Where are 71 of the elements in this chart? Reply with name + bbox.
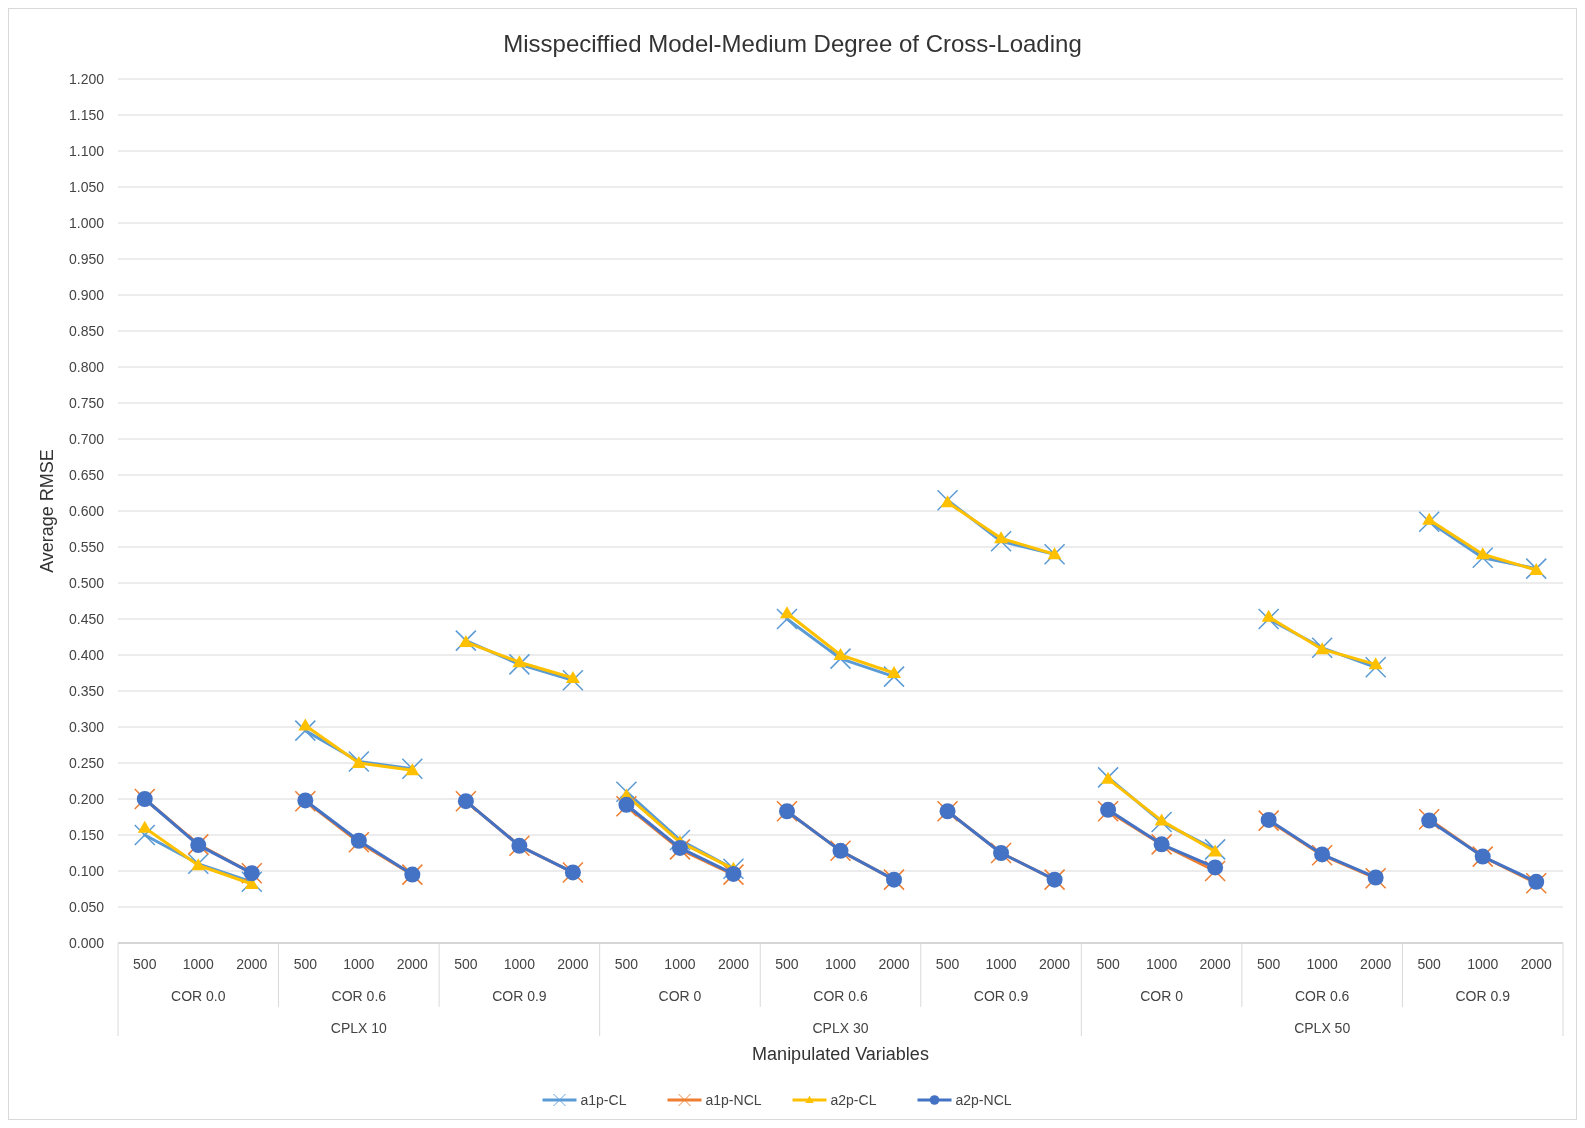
x-tick-label: 2000 xyxy=(396,956,429,972)
x-tick-label: 1000 xyxy=(1146,956,1178,972)
x-tick-label: 500 xyxy=(1096,956,1120,972)
y-tick-label: 0.400 xyxy=(68,646,105,663)
y-tick-label: 0.150 xyxy=(68,826,105,843)
y-tick-label: 0.750 xyxy=(68,394,105,411)
x-tick-label: 500 xyxy=(454,956,478,972)
y-tick-label: 0.850 xyxy=(68,322,105,339)
text: COR 0.6 xyxy=(813,988,868,1004)
x-tick-label: 1000 xyxy=(1467,956,1499,972)
x-tick-label: 2000 xyxy=(1360,956,1392,972)
x-tick-label: 1000 xyxy=(503,956,536,972)
x-tick-label: 500 xyxy=(133,956,157,972)
y-tick-label: 0.200 xyxy=(68,790,105,807)
x-tick-label: 2000 xyxy=(557,956,589,972)
legend-label: a2p-CL xyxy=(830,1091,877,1108)
y-tick-label: 0.900 xyxy=(68,286,105,303)
text: COR 0 xyxy=(658,988,702,1004)
y-tick-label: 1.000 xyxy=(68,214,105,231)
legend-label: a1p-CL xyxy=(580,1091,627,1108)
y-tick-label: 0.350 xyxy=(68,682,105,699)
x-tick-label: 1000 xyxy=(985,956,1017,972)
x-tick-label: 1000 xyxy=(343,956,375,972)
text: CPLX 30 xyxy=(812,1020,869,1036)
y-tick-label: 1.150 xyxy=(68,106,105,123)
text: CPLX 50 xyxy=(1294,1020,1351,1036)
y-tick-label: 0.550 xyxy=(68,538,105,555)
y-axis-title: Average RMSE xyxy=(37,449,57,573)
y-tick-label: 0.650 xyxy=(68,466,105,483)
y-tick-label: 0.600 xyxy=(68,502,105,519)
y-tick-label: 0.700 xyxy=(68,430,105,447)
y-tick-label: 0.450 xyxy=(68,610,105,627)
y-tick-label: 1.200 xyxy=(68,70,105,87)
y-tick-label: 0.300 xyxy=(68,718,105,735)
x-tick-label: 500 xyxy=(614,956,639,972)
x-tick-label: 2000 xyxy=(1199,956,1231,972)
x-tick-label: 2000 xyxy=(1520,956,1553,972)
x-tick-label: 1000 xyxy=(182,956,215,972)
y-tick-label: 0.250 xyxy=(68,754,105,771)
y-tick-label: 0.050 xyxy=(68,898,105,915)
text: COR 0.6 xyxy=(331,988,387,1004)
text: COR 0 xyxy=(1140,988,1184,1004)
x-tick-label: 1000 xyxy=(824,956,857,972)
text: COR 0.6 xyxy=(1294,988,1350,1004)
y-tick-label: 0.500 xyxy=(68,574,105,591)
y-tick-label: 0.100 xyxy=(68,862,105,879)
x-tick-label: 2000 xyxy=(717,956,750,972)
text: COR 0.9 xyxy=(973,988,1029,1004)
chart-title: Misspeciffied Model-Medium Degree of Cross-Loading xyxy=(503,30,1082,57)
y-tick-label: 0.000 xyxy=(68,934,105,951)
x-tick-label: 500 xyxy=(775,956,799,972)
text: COR 0.9 xyxy=(492,988,547,1004)
y-tick-label: 0.800 xyxy=(68,358,105,375)
legend-label: a2p-NCL xyxy=(955,1091,1012,1108)
x-tick-label: 500 xyxy=(1417,956,1442,972)
x-tick-label: 500 xyxy=(1256,956,1281,972)
y-tick-label: 1.100 xyxy=(68,142,105,159)
x-tick-label: 1000 xyxy=(664,956,696,972)
text: CPLX 10 xyxy=(330,1020,388,1036)
x-tick-label: 500 xyxy=(293,956,318,972)
y-tick-label: 1.050 xyxy=(68,178,105,195)
x-tick-label: 2000 xyxy=(878,956,910,972)
x-tick-label: 2000 xyxy=(1039,956,1071,972)
x-tick-label: 1000 xyxy=(1306,956,1338,972)
text: COR 0.0 xyxy=(171,988,226,1004)
x-axis-title: Manipulated Variables xyxy=(752,1044,929,1064)
legend-label: a1p-NCL xyxy=(705,1091,762,1108)
text: COR 0.9 xyxy=(1455,988,1511,1004)
x-tick-label: 2000 xyxy=(236,956,268,972)
y-tick-label: 0.950 xyxy=(68,250,105,267)
x-tick-label: 500 xyxy=(935,956,960,972)
